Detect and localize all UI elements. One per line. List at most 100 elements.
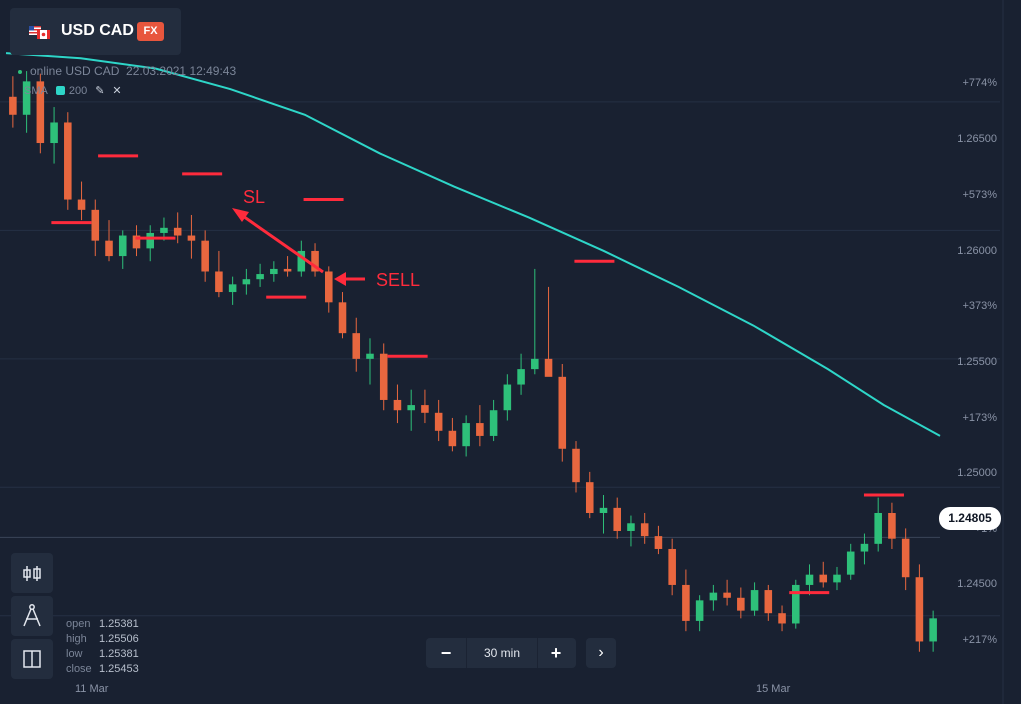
candle-body xyxy=(283,268,292,272)
y-axis-label: +217% xyxy=(962,634,997,646)
ohlc-open: open 1.25381 xyxy=(66,618,139,630)
candle-body xyxy=(929,618,937,642)
candle-body xyxy=(50,122,58,144)
drawing-tools-button[interactable] xyxy=(11,596,53,636)
candle-body xyxy=(77,199,86,210)
candle-body xyxy=(379,353,388,400)
candle-body xyxy=(36,81,45,144)
timeframe-label[interactable]: 30 min xyxy=(466,638,538,668)
candle-body xyxy=(311,250,319,272)
candle-body xyxy=(325,271,333,303)
candle-body xyxy=(833,574,841,583)
candle-body xyxy=(160,227,168,233)
candle-body xyxy=(723,592,731,598)
split-layout-icon xyxy=(23,650,41,668)
sma-line xyxy=(5,52,941,437)
candle-body xyxy=(448,430,457,447)
timeframe-decrease-button[interactable]: − xyxy=(440,643,452,663)
candle-body xyxy=(682,584,690,621)
asset-selector[interactable]: USD CAD FX xyxy=(10,8,181,55)
scroll-right-button[interactable]: › xyxy=(586,638,616,668)
ohlc-close-value: 1.25453 xyxy=(99,663,139,675)
candle-body xyxy=(654,536,663,549)
candle-body xyxy=(544,358,553,377)
candle-body xyxy=(366,353,374,359)
candle-body xyxy=(476,423,484,436)
candle-body xyxy=(709,592,718,601)
candle-body xyxy=(242,279,251,285)
ohlc-high-value: 1.25506 xyxy=(99,633,139,645)
status-text: online USD CAD xyxy=(30,64,120,78)
candle-body xyxy=(668,548,676,585)
status-datetime: 22.03.2021 12:49:43 xyxy=(126,64,237,78)
candle-body xyxy=(860,543,869,552)
sell-arrowhead-icon xyxy=(334,272,346,286)
candle-body xyxy=(819,574,828,583)
ohlc-close-label: close xyxy=(66,663,92,675)
chevron-right-icon: › xyxy=(598,644,604,661)
timeframe-increase-button[interactable]: + xyxy=(550,643,562,663)
y-axis-label: 1.25000 xyxy=(957,467,997,479)
candle-body xyxy=(462,423,470,447)
candle-body xyxy=(146,232,154,249)
ohlc-open-label: open xyxy=(66,618,91,630)
candle-body xyxy=(489,410,498,436)
candle-body xyxy=(846,551,855,575)
candle-body xyxy=(297,250,306,272)
candle-body xyxy=(91,209,100,241)
candles-icon xyxy=(23,566,41,581)
candle-body xyxy=(187,235,196,241)
candle-body xyxy=(695,600,704,621)
y-axis-label: +173% xyxy=(962,412,997,424)
candle-body xyxy=(558,376,567,449)
sl-arrow-line xyxy=(239,212,324,274)
ohlc-low-label: low xyxy=(66,648,83,660)
annotation-sell: SELL xyxy=(376,270,421,290)
candle-body xyxy=(407,405,415,411)
candle-body xyxy=(352,333,361,359)
y-axis-label: 1.25500 xyxy=(957,356,997,368)
timeframe-control: − 30 min + xyxy=(426,638,576,668)
sl-arrowhead-icon xyxy=(232,208,249,222)
y-axis-label: +774% xyxy=(962,77,997,89)
ohlc-low: low 1.25381 xyxy=(66,648,139,660)
ohlc-high: high 1.25506 xyxy=(66,633,139,645)
candle-body xyxy=(132,235,141,249)
layout-button[interactable] xyxy=(11,639,53,679)
candle-body xyxy=(64,122,72,200)
candle-body xyxy=(737,597,745,611)
candle-body xyxy=(118,235,127,257)
ohlc-open-value: 1.25381 xyxy=(99,618,139,630)
candle-body xyxy=(338,302,347,334)
candle-body xyxy=(434,412,443,431)
ohlc-low-value: 1.25381 xyxy=(99,648,139,660)
annotation-sl: SL xyxy=(243,187,266,207)
asset-type-badge: FX xyxy=(137,22,164,41)
candle-body xyxy=(778,613,786,624)
candle-body xyxy=(531,358,539,370)
ohlc-high-label: high xyxy=(66,633,87,645)
candle-body xyxy=(874,513,882,544)
candle-body xyxy=(764,590,773,614)
us-ca-flag-icon xyxy=(29,26,50,39)
current-price-tag: 1.24805 xyxy=(939,507,1001,530)
candle-body xyxy=(585,482,594,513)
candle-body xyxy=(888,513,896,539)
y-axis-label: 1.24500 xyxy=(957,578,997,590)
candle-body xyxy=(256,274,264,280)
y-axis-label: +373% xyxy=(962,300,997,312)
compass-icon xyxy=(23,604,41,627)
indicator-legend: SMA 200 ✎ ✕ xyxy=(24,84,122,98)
candle-body xyxy=(901,538,910,578)
ohlc-close: close 1.25453 xyxy=(66,663,139,675)
close-icon[interactable]: ✕ xyxy=(112,85,122,97)
y-axis-label: 1.26500 xyxy=(957,133,997,145)
status-line: online USD CAD 22.03.2021 12:49:43 xyxy=(18,64,236,78)
pencil-icon[interactable]: ✎ xyxy=(95,85,105,97)
candle-body xyxy=(915,577,924,642)
y-axis-label: 1.26000 xyxy=(957,245,997,257)
chart-type-button[interactable] xyxy=(11,553,53,593)
y-axis-label: +573% xyxy=(962,189,997,201)
